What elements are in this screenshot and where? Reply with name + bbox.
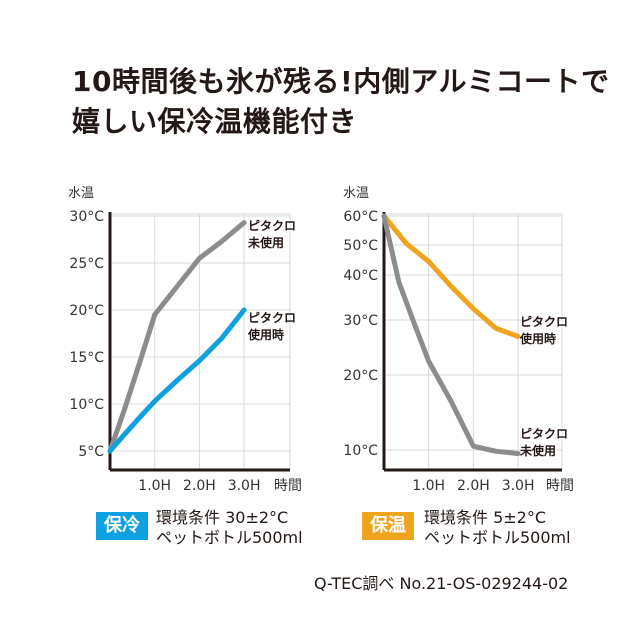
warm-x-tick-label: 2.0H bbox=[457, 478, 490, 494]
cold-y-tick-label: 25°C bbox=[69, 256, 104, 272]
cold-series-line-0 bbox=[107, 220, 247, 454]
cold-series-label-0: 未使用 bbox=[247, 235, 284, 250]
warm-x-tick-label: 3.0H bbox=[502, 478, 535, 494]
cold-y-tick-label: 5°C bbox=[78, 444, 104, 460]
cold-badge: 保冷 bbox=[96, 512, 148, 540]
warm-condition-bottle: ペットボトル500ml bbox=[424, 528, 571, 547]
warm-series-line-0 bbox=[381, 213, 521, 339]
cold-condition-env: 環境条件 30±2°C bbox=[156, 508, 289, 527]
cold-condition-bottle: ペットボトル500ml bbox=[156, 528, 303, 547]
warm-y-tick-label: 40°C bbox=[343, 268, 378, 284]
headline-line2: 嬉しい保冷温機能付き bbox=[72, 105, 358, 138]
headline-line1: 10時間後も氷が残る!内側アルミコートで bbox=[72, 65, 610, 98]
warm-y-tick-label: 20°C bbox=[343, 368, 378, 384]
source-note: Q-TEC調べ No.21-OS-029244-02 bbox=[314, 574, 569, 593]
cold-x-tick-label: 1.0H bbox=[138, 478, 171, 494]
cold-badge-label: 保冷 bbox=[104, 515, 140, 536]
warm-x-tick-label: 1.0H bbox=[412, 478, 445, 494]
cold-series-line-1 bbox=[107, 307, 247, 454]
warm-series-label-0: 使用時 bbox=[519, 331, 556, 346]
cold-y-tick-label: 10°C bbox=[69, 397, 104, 413]
warm-series-label-1: ピタクロ bbox=[520, 427, 568, 441]
cold-grid bbox=[110, 213, 291, 470]
cold-conditions: 環境条件 30±2°C ペットボトル500ml bbox=[156, 508, 303, 548]
warm-y-tick-label: 10°C bbox=[343, 443, 378, 459]
cold-y-tick-label: 15°C bbox=[69, 350, 104, 366]
warm-y-axis-label: 水温 bbox=[343, 186, 369, 201]
cold-y-tick-label: 30°C bbox=[69, 209, 104, 225]
warm-x-axis-label: 時間 bbox=[546, 478, 574, 494]
headline: 10時間後も氷が残る!内側アルミコートで 嬉しい保冷温機能付き bbox=[72, 62, 609, 142]
cold-x-tick-label: 3.0H bbox=[228, 478, 261, 494]
cold-y-axis-label: 水温 bbox=[68, 186, 94, 201]
cold-series-label-0: ピタクロ bbox=[248, 219, 296, 233]
warm-y-tick-label: 60°C bbox=[343, 209, 378, 225]
warm-condition-env: 環境条件 5±2°C bbox=[424, 508, 547, 527]
warm-y-tick-label: 30°C bbox=[343, 313, 378, 329]
warm-badge: 保温 bbox=[362, 512, 414, 540]
warm-y-tick-label: 50°C bbox=[343, 238, 378, 254]
warm-series-line-1 bbox=[381, 213, 521, 457]
cold-x-tick-label: 2.0H bbox=[183, 478, 216, 494]
cold-series-label-1: 使用時 bbox=[247, 327, 284, 342]
warm-series-label-1: 未使用 bbox=[519, 443, 556, 458]
warm-grid bbox=[384, 213, 563, 470]
warm-series-label-0: ピタクロ bbox=[520, 315, 568, 329]
warm-badge-label: 保温 bbox=[370, 515, 406, 536]
cold-series-label-1: ピタクロ bbox=[248, 311, 296, 325]
cold-y-tick-label: 20°C bbox=[69, 303, 104, 319]
warm-conditions: 環境条件 5±2°C ペットボトル500ml bbox=[424, 508, 571, 548]
cold-x-axis-label: 時間 bbox=[274, 478, 302, 494]
